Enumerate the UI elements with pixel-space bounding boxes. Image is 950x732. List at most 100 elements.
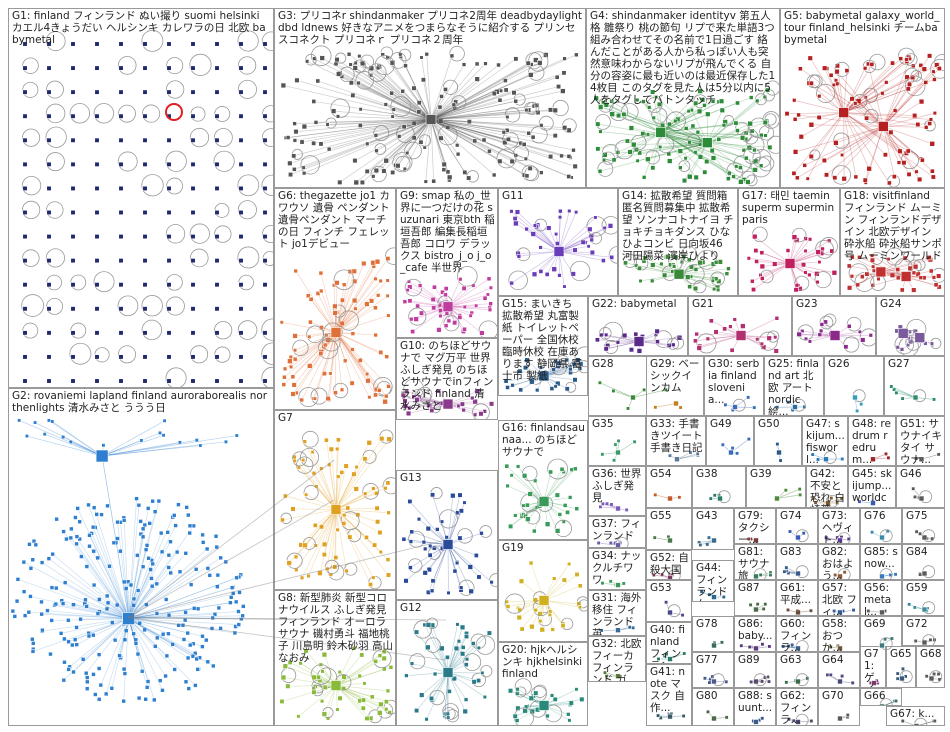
node bbox=[923, 341, 928, 346]
node bbox=[301, 170, 307, 176]
node bbox=[409, 316, 414, 322]
node bbox=[602, 670, 608, 675]
node bbox=[333, 555, 339, 561]
node bbox=[707, 680, 712, 685]
node bbox=[846, 263, 852, 269]
node bbox=[513, 220, 519, 227]
node bbox=[932, 671, 937, 677]
node bbox=[705, 111, 711, 117]
node bbox=[667, 609, 673, 616]
node bbox=[548, 153, 554, 160]
node bbox=[918, 275, 924, 280]
node bbox=[518, 578, 525, 584]
node bbox=[293, 268, 298, 274]
node bbox=[291, 382, 297, 388]
node bbox=[538, 245, 543, 250]
node bbox=[825, 500, 831, 506]
node bbox=[531, 528, 537, 534]
node bbox=[503, 78, 508, 83]
node bbox=[667, 574, 673, 579]
node bbox=[214, 209, 220, 216]
node bbox=[214, 89, 220, 95]
group-cell-g9: G9: smap 私の_世界に一つだけの花 suzunari 東京bth 稲垣吾… bbox=[396, 188, 498, 338]
group-label: G50 bbox=[758, 418, 780, 430]
node bbox=[352, 157, 358, 164]
node bbox=[702, 676, 708, 681]
node bbox=[118, 209, 124, 216]
node bbox=[480, 670, 485, 676]
node bbox=[238, 354, 244, 360]
node bbox=[889, 272, 896, 278]
node bbox=[727, 170, 732, 176]
group-label: G49 bbox=[710, 418, 732, 430]
node bbox=[918, 572, 923, 577]
node bbox=[419, 55, 424, 60]
node bbox=[746, 536, 751, 542]
node bbox=[437, 104, 443, 110]
node bbox=[27, 542, 32, 547]
node bbox=[362, 491, 368, 496]
node bbox=[282, 663, 289, 669]
node bbox=[64, 536, 69, 542]
node bbox=[693, 174, 699, 181]
node bbox=[223, 559, 229, 565]
node bbox=[164, 653, 170, 659]
node bbox=[676, 334, 683, 341]
node bbox=[489, 580, 494, 585]
node bbox=[385, 293, 390, 298]
node bbox=[452, 568, 458, 574]
node bbox=[444, 535, 449, 540]
node bbox=[509, 209, 514, 214]
node bbox=[775, 405, 780, 410]
node bbox=[886, 257, 891, 262]
node bbox=[607, 223, 614, 229]
node bbox=[166, 41, 172, 47]
node bbox=[487, 148, 492, 154]
group-label: G11 bbox=[502, 190, 524, 202]
node bbox=[22, 330, 28, 336]
node bbox=[411, 135, 417, 141]
node bbox=[671, 342, 676, 348]
node bbox=[532, 478, 538, 483]
node bbox=[523, 704, 529, 709]
node bbox=[882, 152, 888, 158]
node bbox=[528, 72, 534, 78]
group-cell-g7: G7 bbox=[274, 410, 396, 590]
node bbox=[795, 719, 801, 725]
node bbox=[216, 605, 222, 611]
group-cell-g53: G53 bbox=[646, 580, 692, 622]
group-label: G51: サウナイキタイ サウナ... bbox=[900, 418, 942, 466]
node bbox=[153, 643, 158, 649]
node bbox=[383, 102, 389, 107]
node bbox=[501, 130, 507, 135]
node bbox=[94, 113, 100, 119]
node bbox=[94, 330, 100, 336]
node bbox=[697, 88, 703, 94]
node bbox=[190, 185, 196, 191]
node bbox=[330, 327, 342, 338]
node bbox=[461, 62, 467, 67]
node bbox=[451, 102, 457, 108]
node bbox=[118, 65, 124, 71]
group-cell-g44: G44: フィンランド ム... bbox=[692, 560, 734, 602]
node bbox=[66, 667, 71, 672]
node bbox=[22, 185, 28, 191]
group-cell-g83: G83 bbox=[776, 544, 818, 580]
node bbox=[544, 271, 550, 277]
group-label: G31: 海外移住 フィンランド 英... bbox=[592, 592, 642, 636]
group-cell-g24: G24 bbox=[876, 296, 945, 356]
group-label: G52: 自殺大国 bbox=[650, 552, 689, 576]
node bbox=[479, 330, 485, 336]
group-cell-g58: G58: おつか... bbox=[818, 616, 860, 652]
node bbox=[75, 506, 80, 511]
group-label: G77 bbox=[696, 654, 718, 666]
group-label: G33: 手書きツイート 手書き日記 bbox=[650, 418, 703, 454]
node bbox=[574, 506, 580, 512]
node bbox=[323, 437, 329, 443]
node bbox=[144, 543, 150, 548]
node bbox=[149, 583, 155, 589]
node bbox=[214, 41, 220, 47]
node bbox=[876, 276, 881, 282]
node bbox=[773, 348, 779, 354]
node bbox=[567, 208, 572, 214]
